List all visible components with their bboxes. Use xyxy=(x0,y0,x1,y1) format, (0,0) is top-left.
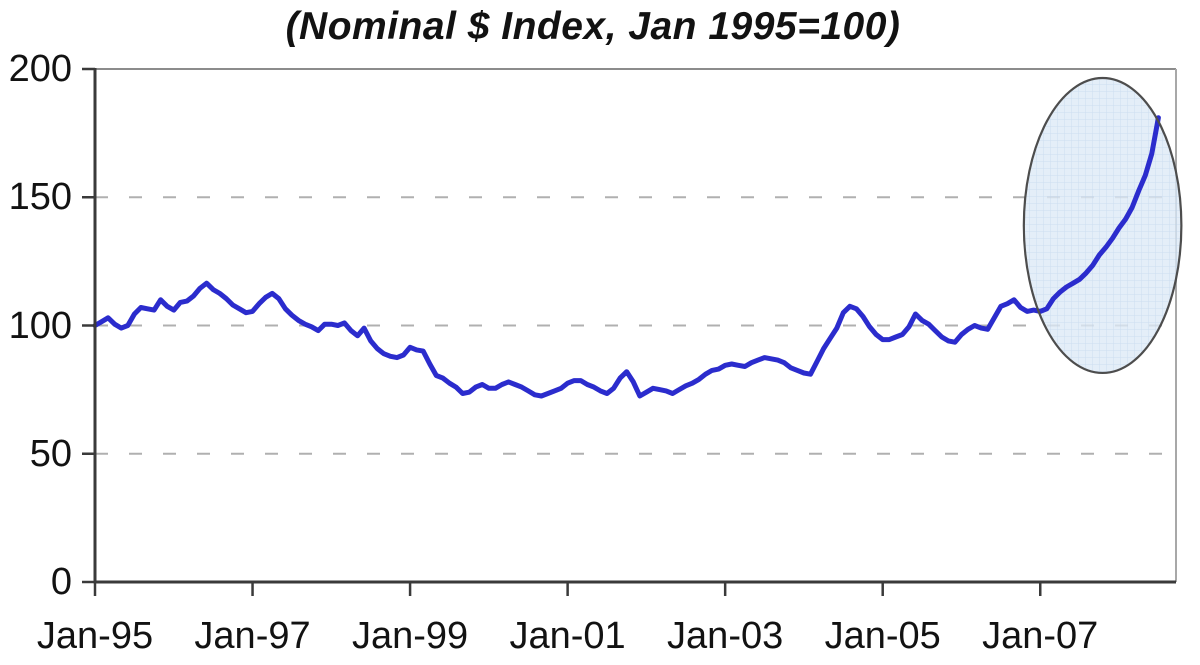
x-tick-label: Jan-95 xyxy=(36,615,154,657)
y-tick-label: 0 xyxy=(50,561,72,603)
y-tick-label: 200 xyxy=(8,48,72,90)
gridlines xyxy=(95,196,1176,455)
x-tick-label: Jan-05 xyxy=(824,615,941,657)
x-tick-label: Jan-97 xyxy=(194,615,311,657)
x-tick-label: Jan-07 xyxy=(982,615,1099,657)
highlight-ellipse-fill xyxy=(1023,77,1182,373)
highlight-ellipse-outline xyxy=(1022,76,1183,375)
chart-title: (Nominal $ Index, Jan 1995=100) xyxy=(285,5,901,48)
x-tick-label: Jan-99 xyxy=(351,615,469,657)
index-line xyxy=(92,115,1161,399)
y-tick-label: 150 xyxy=(8,176,72,219)
x-tick-label: Jan-03 xyxy=(667,615,784,657)
y-tick-label: 100 xyxy=(8,304,72,347)
x-tick-label: Jan-01 xyxy=(509,615,626,657)
y-tick-label: 50 xyxy=(29,432,72,475)
axis-ticks xyxy=(82,67,1042,596)
